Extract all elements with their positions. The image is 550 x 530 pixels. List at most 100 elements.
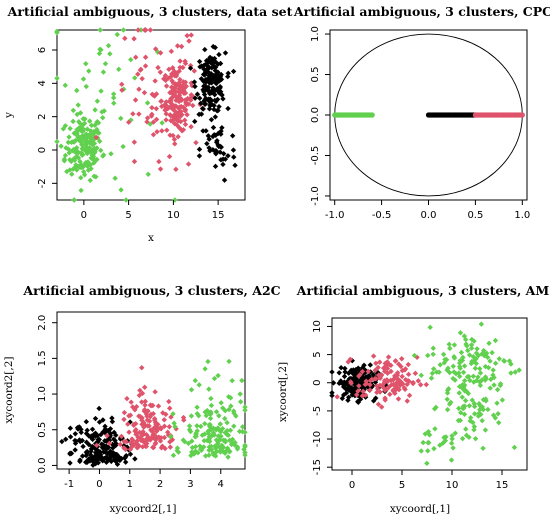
data-point bbox=[392, 358, 399, 364]
data-point bbox=[161, 434, 168, 441]
data-point bbox=[495, 411, 501, 417]
data-point bbox=[483, 350, 490, 356]
data-point bbox=[490, 372, 496, 378]
data-point bbox=[229, 377, 235, 384]
data-point bbox=[139, 417, 145, 424]
data-point bbox=[373, 360, 379, 366]
data-point bbox=[461, 411, 468, 417]
data-point bbox=[417, 382, 424, 388]
data-point bbox=[470, 373, 477, 379]
data-point bbox=[425, 352, 431, 359]
data-point bbox=[405, 378, 411, 384]
data-point bbox=[131, 158, 138, 165]
data-point bbox=[186, 423, 193, 429]
data-point bbox=[480, 397, 487, 403]
data-point bbox=[482, 427, 489, 433]
data-point bbox=[170, 92, 176, 98]
data-point bbox=[111, 436, 117, 442]
data-point bbox=[348, 379, 354, 385]
data-point bbox=[54, 75, 60, 81]
data-point bbox=[387, 391, 393, 398]
data-point bbox=[418, 448, 424, 454]
data-point bbox=[466, 352, 473, 358]
data-point bbox=[204, 437, 210, 444]
data-point bbox=[133, 403, 140, 410]
data-point bbox=[104, 432, 110, 439]
data-point bbox=[102, 423, 108, 430]
data-point bbox=[110, 95, 117, 101]
data-point bbox=[138, 27, 144, 33]
data-point bbox=[351, 375, 357, 381]
data-point bbox=[96, 405, 102, 412]
data-point bbox=[133, 54, 139, 60]
data-point bbox=[106, 437, 113, 444]
data-point bbox=[155, 403, 162, 409]
data-point bbox=[79, 146, 85, 152]
data-point bbox=[516, 367, 522, 373]
data-point bbox=[496, 356, 503, 362]
panel-data-set: Artificial ambiguous, 3 clusters, data s… bbox=[3, 4, 293, 244]
data-point bbox=[375, 401, 382, 408]
data-point bbox=[429, 370, 436, 377]
data-point bbox=[93, 442, 100, 448]
data-point bbox=[199, 432, 206, 438]
data-point bbox=[395, 396, 402, 402]
data-point bbox=[372, 367, 379, 374]
data-point bbox=[209, 101, 215, 108]
data-point bbox=[229, 133, 236, 139]
data-point bbox=[79, 126, 85, 133]
data-point bbox=[170, 452, 177, 459]
data-point bbox=[88, 122, 95, 129]
data-point bbox=[65, 146, 72, 152]
x-tick-label: 0 bbox=[81, 210, 87, 221]
data-point bbox=[458, 349, 465, 356]
data-point bbox=[73, 145, 80, 151]
data-point bbox=[185, 440, 192, 447]
data-point bbox=[450, 363, 456, 369]
data-point bbox=[142, 384, 148, 390]
data-point bbox=[119, 87, 125, 93]
y-tick-label: 1.0 bbox=[37, 386, 48, 402]
data-point bbox=[365, 368, 371, 375]
data-point bbox=[83, 83, 89, 90]
data-point bbox=[111, 453, 117, 460]
panel-1-y-label: y bbox=[3, 112, 15, 119]
data-point bbox=[471, 401, 478, 407]
data-point bbox=[214, 108, 220, 114]
data-point bbox=[144, 100, 151, 106]
data-point bbox=[451, 355, 458, 361]
data-point bbox=[109, 415, 115, 421]
data-point bbox=[67, 434, 74, 440]
data-point bbox=[378, 404, 385, 410]
data-point bbox=[210, 77, 216, 83]
data-point bbox=[380, 384, 386, 391]
data-point bbox=[84, 150, 91, 157]
data-point bbox=[476, 401, 482, 407]
data-point bbox=[61, 156, 68, 162]
data-point bbox=[163, 117, 169, 123]
data-point bbox=[427, 324, 433, 331]
data-point bbox=[166, 398, 172, 405]
data-point bbox=[142, 63, 149, 69]
data-point bbox=[446, 341, 452, 348]
data-point bbox=[67, 125, 73, 132]
data-point bbox=[172, 111, 179, 118]
x-tick-label: 0 bbox=[96, 479, 102, 490]
y-tick-label: 0.5 bbox=[37, 422, 48, 438]
data-point bbox=[211, 91, 218, 98]
data-point bbox=[92, 430, 99, 436]
data-point bbox=[100, 114, 106, 121]
data-point bbox=[214, 71, 221, 77]
data-point bbox=[143, 443, 150, 450]
data-point bbox=[464, 343, 470, 349]
data-point bbox=[222, 50, 229, 56]
data-point bbox=[83, 419, 90, 425]
data-point bbox=[208, 447, 215, 453]
panel-1-y-ticks: -2 0 2 4 6 bbox=[37, 47, 57, 188]
data-point bbox=[426, 440, 432, 446]
data-point bbox=[213, 151, 219, 157]
data-point bbox=[216, 78, 223, 84]
data-point bbox=[171, 107, 177, 113]
data-point bbox=[508, 370, 514, 376]
